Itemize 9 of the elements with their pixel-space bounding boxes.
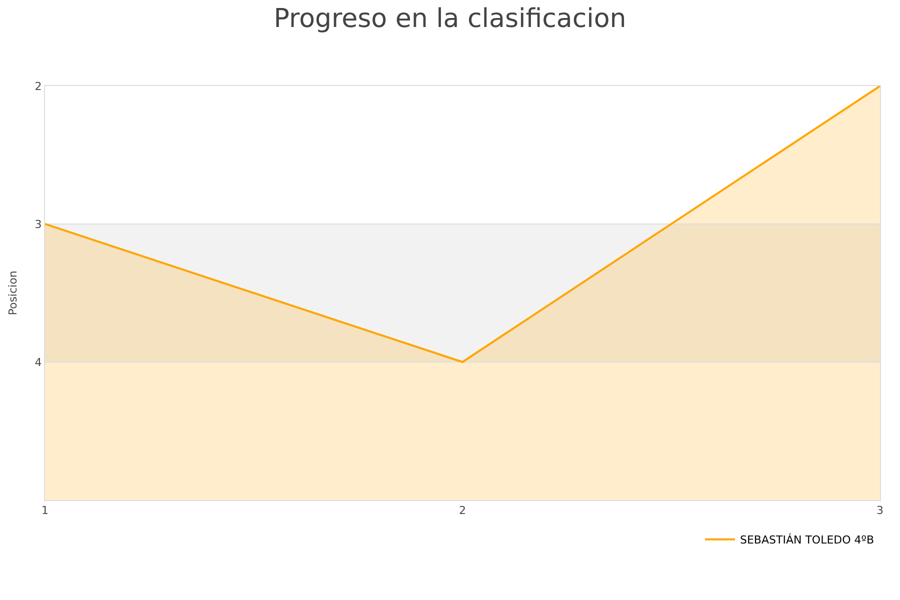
y-axis-title: Posicion bbox=[6, 270, 20, 316]
x-tick-label: 1 bbox=[42, 504, 48, 518]
x-tick-label: 2 bbox=[459, 504, 466, 518]
x-tick-label: 3 bbox=[876, 504, 884, 518]
y-tick-label: 4 bbox=[34, 356, 42, 369]
legend-label: SEBASTIÁN TOLEDO 4ºB bbox=[740, 532, 874, 547]
chart-title: Progreso en la clasificacion bbox=[274, 4, 626, 34]
y-tick-label: 2 bbox=[34, 80, 42, 93]
y-tick-label: 3 bbox=[34, 218, 42, 231]
